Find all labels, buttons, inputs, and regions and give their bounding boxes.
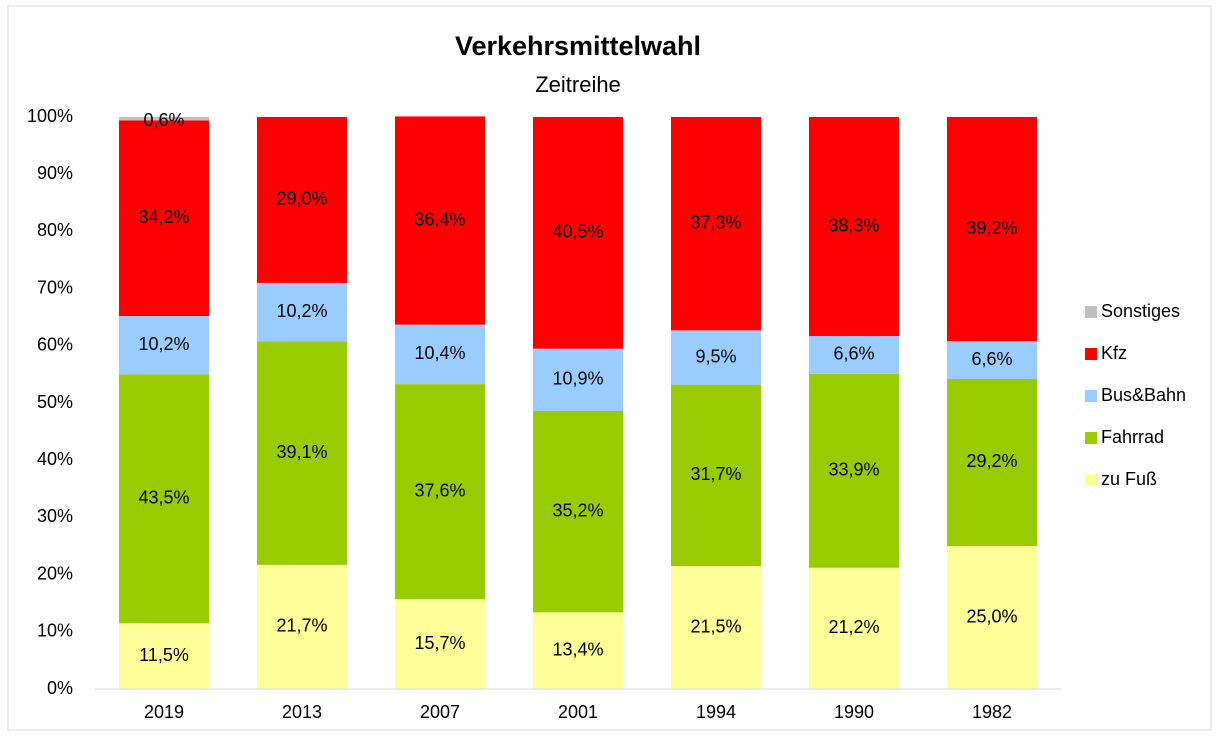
data-label: 10,4%: [414, 343, 465, 363]
bar-segment: [947, 378, 1037, 546]
y-tick-label: 10%: [37, 621, 73, 641]
data-label: 35,2%: [552, 500, 603, 520]
y-tick-label: 40%: [37, 449, 73, 469]
data-label: 37,6%: [414, 480, 465, 500]
bar-segment: [257, 564, 347, 689]
legend-swatch: [1085, 474, 1097, 486]
bar-segment: [809, 117, 899, 337]
y-tick-label: 50%: [37, 392, 73, 412]
legend-swatch: [1085, 306, 1097, 318]
bar-segment: [947, 117, 1037, 342]
bar-segment: [809, 373, 899, 568]
data-label: 10,2%: [276, 301, 327, 321]
x-tick-label: 2001: [558, 702, 598, 722]
legend-label: Kfz: [1101, 343, 1127, 363]
y-tick-label: 90%: [37, 163, 73, 183]
bar-segment: [395, 599, 485, 689]
bar-segment: [533, 117, 623, 349]
y-tick-label: 20%: [37, 563, 73, 583]
bar-segment: [119, 623, 209, 689]
legend-swatch: [1085, 348, 1097, 360]
bar-segment: [257, 117, 347, 283]
bar-segment: [671, 384, 761, 567]
y-tick-label: 70%: [37, 277, 73, 297]
bar-segment: [395, 116, 485, 325]
x-tick-label: 2007: [420, 702, 460, 722]
data-label: 13,4%: [552, 639, 603, 659]
data-label: 21,5%: [690, 616, 741, 636]
data-label: 37,3%: [690, 212, 741, 232]
data-label: 38,3%: [828, 215, 879, 235]
bar-segment: [809, 336, 899, 374]
bar-segment: [671, 566, 761, 689]
bar-segment: [947, 341, 1037, 379]
data-label: 36,4%: [414, 209, 465, 229]
data-label: 31,7%: [690, 464, 741, 484]
bar-segment: [395, 384, 485, 600]
y-tick-label: 30%: [37, 506, 73, 526]
data-label: 43,5%: [138, 488, 189, 508]
legend-label: Sonstiges: [1101, 301, 1180, 321]
data-label: 21,7%: [276, 616, 327, 636]
data-label: 21,2%: [828, 617, 879, 637]
data-label: 25,0%: [966, 606, 1017, 626]
bar-segment: [119, 316, 209, 375]
bar-segment: [947, 546, 1037, 689]
y-tick-label: 60%: [37, 335, 73, 355]
data-label: 39,2%: [966, 218, 1017, 238]
bar-segment: [257, 282, 347, 342]
x-tick-label: 2013: [282, 702, 322, 722]
bar-segment: [533, 411, 623, 613]
legend-swatch: [1085, 390, 1097, 402]
data-label: 9,5%: [695, 346, 736, 366]
data-label: 34,2%: [138, 207, 189, 227]
bar-segment: [533, 612, 623, 689]
bar-segment: [533, 348, 623, 412]
x-tick-label: 1994: [696, 702, 736, 722]
data-label: 40,5%: [552, 222, 603, 242]
data-label: 33,9%: [828, 460, 879, 480]
bar-segment: [257, 341, 347, 565]
data-label: 10,9%: [552, 369, 603, 389]
bar-segment: [119, 374, 209, 624]
data-label: 29,0%: [276, 189, 327, 209]
y-tick-label: 0%: [47, 678, 73, 698]
data-label: 6,6%: [833, 344, 874, 364]
data-label: 0,6%: [143, 110, 184, 130]
x-tick-label: 1990: [834, 702, 874, 722]
x-tick-label: 1982: [972, 702, 1012, 722]
bar-segment: [395, 324, 485, 385]
data-label: 39,1%: [276, 442, 327, 462]
bar-segment: [671, 117, 761, 331]
data-label: 11,5%: [139, 645, 189, 665]
bar-segment: [809, 567, 899, 689]
data-label: 29,2%: [966, 451, 1017, 471]
bar-segment: [671, 330, 761, 385]
bar-segment: [119, 120, 209, 317]
legend-label: zu Fuß: [1101, 469, 1157, 489]
data-label: 10,2%: [138, 334, 189, 354]
data-label: 15,7%: [414, 633, 465, 653]
legend-label: Fahrrad: [1101, 427, 1164, 447]
y-tick-label: 80%: [37, 220, 73, 240]
chart-title: Verkehrsmittelwahl: [455, 31, 701, 61]
y-tick-label: 100%: [27, 106, 73, 126]
chart-subtitle: Zeitreihe: [535, 72, 621, 97]
data-label: 6,6%: [971, 349, 1012, 369]
legend-label: Bus&Bahn: [1101, 385, 1186, 405]
x-tick-label: 2019: [144, 702, 184, 722]
legend-swatch: [1085, 432, 1097, 444]
bar-segment: [119, 117, 209, 121]
